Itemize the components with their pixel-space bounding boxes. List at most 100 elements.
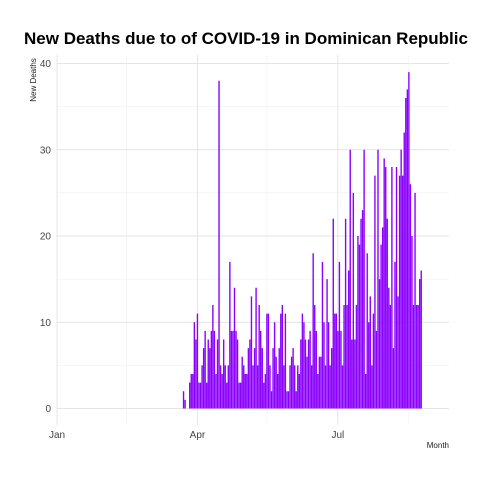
bar: [192, 374, 194, 409]
bar: [233, 287, 236, 409]
y-tick-label: 40: [40, 59, 52, 70]
bar: [224, 365, 226, 409]
bar: [317, 374, 319, 409]
bar: [341, 365, 344, 409]
bar-series: [182, 72, 422, 409]
chart-title: New Deaths due to of COVID-19 in Dominic…: [24, 29, 468, 48]
bar: [327, 322, 330, 409]
bar: [277, 374, 279, 409]
y-tick-label: 30: [40, 145, 52, 156]
bar: [310, 365, 313, 409]
bar: [411, 236, 413, 409]
bar: [210, 330, 213, 409]
bar: [241, 356, 243, 409]
bar: [222, 339, 225, 409]
bar: [349, 149, 351, 409]
bar: [309, 330, 311, 409]
bar: [258, 305, 260, 409]
bar: [329, 365, 331, 409]
bar: [297, 365, 299, 409]
bar: [287, 391, 290, 409]
bar: [371, 365, 373, 409]
bar: [295, 391, 297, 409]
bar: [252, 365, 254, 409]
bar: [269, 365, 271, 409]
bar: [389, 305, 392, 409]
bar: [226, 382, 228, 409]
bar: [352, 192, 355, 409]
bar: [290, 356, 293, 409]
bar: [361, 210, 364, 409]
bar: [184, 399, 186, 409]
bar: [278, 348, 280, 409]
bar: [298, 374, 300, 409]
bar: [280, 313, 282, 409]
bar: [212, 305, 214, 409]
bar: [321, 261, 324, 409]
bar: [243, 365, 245, 409]
x-tick-label: Jul: [331, 430, 344, 441]
bar: [306, 356, 308, 409]
bar: [273, 322, 276, 409]
bar: [267, 313, 270, 409]
bar: [354, 339, 356, 409]
bar: [372, 313, 375, 409]
bar: [230, 330, 233, 409]
bar: [314, 305, 316, 409]
bar: [227, 365, 229, 409]
bar: [198, 382, 200, 409]
bar: [395, 167, 398, 409]
bar: [193, 322, 196, 409]
bar: [403, 132, 405, 409]
bar: [238, 382, 240, 409]
bar: [347, 270, 350, 409]
bar: [418, 279, 421, 409]
bar: [307, 339, 310, 409]
x-axis-ticks: Jan Apr Jul: [49, 430, 344, 441]
bar: [196, 313, 199, 409]
bar: [232, 330, 234, 409]
bar: [369, 296, 371, 409]
bar: [385, 167, 387, 409]
x-axis-label: Month: [427, 441, 449, 450]
bar: [408, 72, 410, 409]
bar: [363, 149, 365, 409]
bar: [207, 339, 209, 409]
bar: [244, 374, 246, 409]
bar: [236, 339, 239, 409]
bar: [219, 365, 222, 409]
bar: [189, 382, 191, 409]
bar: [281, 305, 284, 409]
bar: [398, 175, 401, 409]
bar: [340, 330, 342, 409]
bar: [412, 305, 415, 409]
bar: [272, 348, 274, 409]
bar: [201, 365, 203, 409]
bar: [406, 89, 409, 409]
bar: [392, 348, 395, 409]
bar: [414, 192, 416, 409]
bar: [324, 365, 327, 409]
bar: [260, 330, 262, 409]
bar: [391, 167, 393, 409]
bar: [346, 305, 348, 409]
bar: [264, 374, 267, 409]
bar: [388, 287, 390, 409]
bar: [374, 175, 376, 409]
bar: [417, 305, 419, 409]
bar: [380, 244, 382, 409]
bar: [343, 305, 345, 409]
bar: [320, 356, 322, 409]
bar: [199, 382, 202, 409]
y-tick-label: 0: [45, 404, 51, 415]
bar: [250, 296, 253, 409]
bar: [270, 391, 273, 409]
bar: [368, 322, 370, 409]
bar: [213, 330, 216, 409]
bar: [216, 339, 219, 409]
bar: [386, 218, 388, 409]
bar: [355, 305, 358, 409]
bar: [300, 339, 302, 409]
bar: [377, 149, 379, 409]
